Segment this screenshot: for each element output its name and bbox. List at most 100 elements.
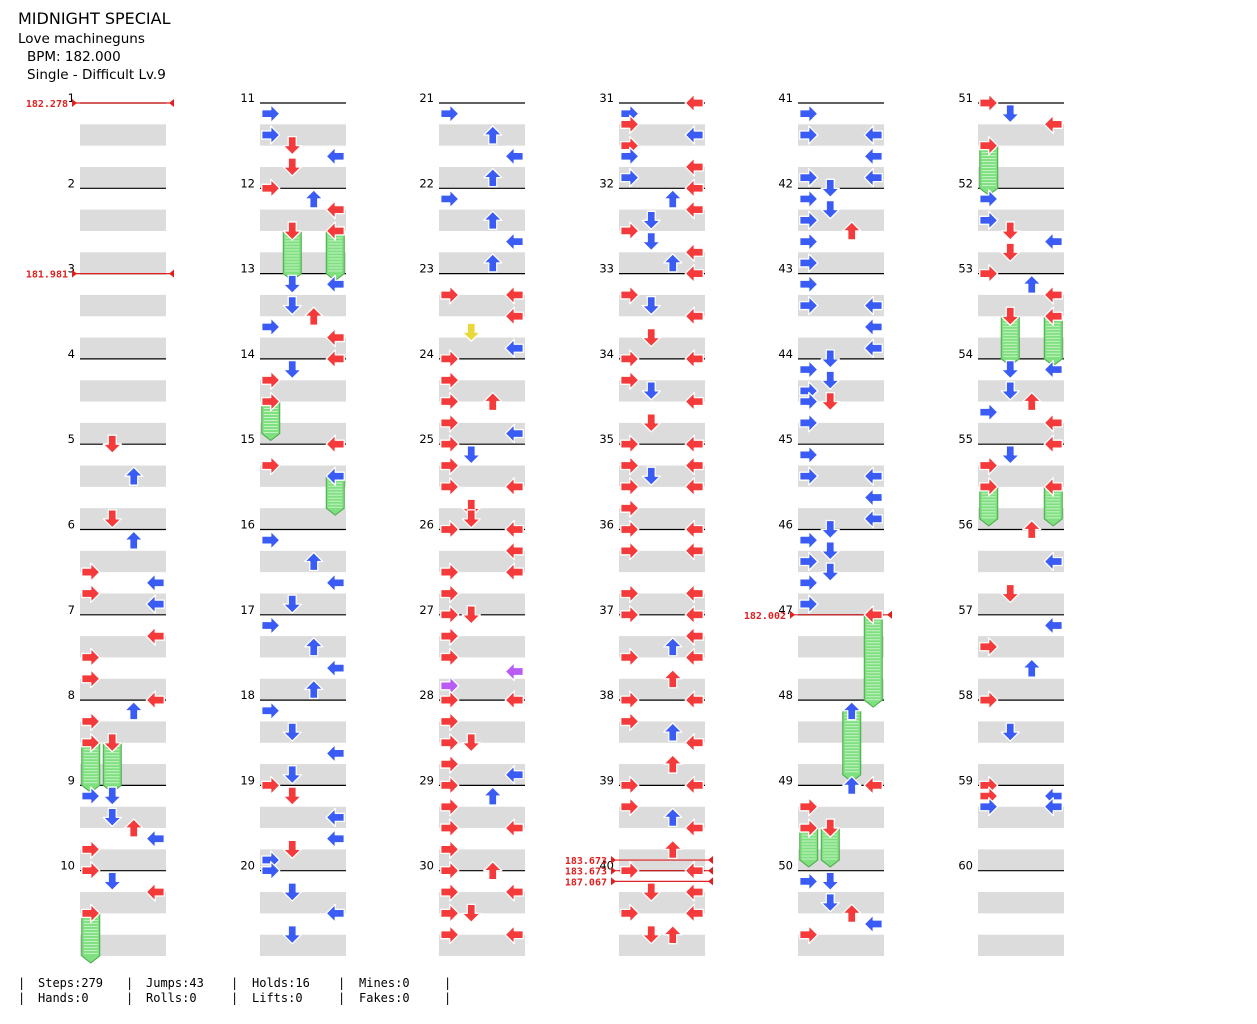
song-title: MIDNIGHT SPECIAL [18, 9, 171, 28]
beat-band [439, 764, 525, 786]
left-arrow [799, 466, 819, 486]
right-arrow [863, 338, 883, 358]
beat-band [439, 422, 525, 445]
beat-band [260, 636, 346, 658]
down-arrow [1000, 583, 1020, 604]
left-arrow [979, 189, 999, 209]
right-arrow [684, 818, 704, 838]
down-arrow [641, 381, 661, 401]
right-arrow [863, 317, 883, 337]
bpm-change-label: 182.002 [744, 611, 786, 622]
measure-number: 18 [240, 688, 255, 702]
beat-band [798, 124, 884, 146]
down-arrow [820, 391, 840, 412]
beat-band [978, 209, 1064, 231]
right-arrow [1043, 434, 1063, 454]
measure-number: 30 [419, 859, 434, 873]
right-arrow [325, 146, 345, 166]
left-arrow [261, 775, 281, 796]
right-arrow [504, 562, 524, 582]
down-arrow [1000, 381, 1020, 401]
left-arrow [440, 711, 460, 732]
right-arrow [504, 519, 524, 540]
measure-number: 36 [599, 518, 614, 532]
bpm-change-marker [611, 877, 616, 886]
beat-band [978, 166, 1064, 189]
left-arrow [261, 455, 281, 476]
beat-band [80, 593, 166, 615]
left-arrow [799, 551, 819, 572]
down-arrow [641, 882, 661, 902]
bpm-change-label: 183.673 [565, 867, 607, 878]
beat-band [439, 593, 525, 615]
left-arrow [81, 711, 101, 732]
left-arrow [261, 317, 281, 337]
beat-band [80, 252, 166, 274]
right-arrow [684, 903, 704, 923]
measure-number: 3 [68, 262, 75, 276]
stat-steps: Steps:279 [38, 976, 104, 990]
left-arrow [440, 882, 460, 902]
up-arrow [304, 679, 324, 700]
beat-band [260, 764, 346, 786]
beat-band [978, 422, 1064, 445]
left-arrow [620, 647, 640, 668]
left-arrow [979, 93, 999, 113]
left-arrow [440, 797, 460, 817]
bpm-change-label: 183.673 [565, 856, 607, 867]
left-arrow [440, 370, 460, 390]
up-arrow [842, 903, 862, 923]
down-arrow [282, 221, 302, 241]
hold-body [1043, 315, 1063, 367]
beat-band [439, 465, 525, 487]
beat-band [260, 721, 346, 743]
right-arrow [684, 605, 704, 625]
measure-number: 42 [778, 176, 793, 190]
measure-number: 2 [68, 176, 75, 190]
beat-band [80, 422, 166, 445]
beat-band [80, 934, 166, 956]
hold-body [81, 912, 101, 964]
left-arrow [440, 839, 460, 860]
beat-band [619, 252, 705, 274]
beat-band [619, 550, 705, 573]
measure-number: 5 [68, 432, 75, 446]
left-arrow [620, 541, 640, 561]
down-arrow [1000, 242, 1020, 262]
beat-band [260, 422, 346, 445]
left-arrow [440, 605, 460, 625]
beat-band [978, 294, 1064, 317]
measure-number: 52 [958, 176, 973, 190]
measure-number: 43 [778, 262, 793, 276]
down-arrow [1000, 359, 1020, 380]
right-arrow [684, 125, 704, 145]
beat-band [439, 636, 525, 658]
left-arrow [620, 285, 640, 305]
beat-band [439, 849, 525, 871]
beat-band [798, 294, 884, 317]
left-arrow [799, 445, 819, 465]
beat-band [260, 209, 346, 231]
left-arrow [979, 263, 999, 284]
beat-band [260, 380, 346, 402]
beat-band [619, 294, 705, 317]
up-arrow [663, 754, 683, 774]
beat-band [978, 252, 1064, 274]
left-arrow [799, 359, 819, 380]
left-arrow [261, 530, 281, 550]
left-arrow [440, 562, 460, 582]
right-arrow [684, 455, 704, 476]
left-arrow [440, 349, 460, 369]
beat-band [619, 764, 705, 786]
beat-band [80, 508, 166, 530]
right-arrow [684, 434, 704, 454]
left-arrow [620, 903, 640, 923]
left-arrow [440, 519, 460, 540]
right-arrow [684, 93, 704, 113]
right-arrow [504, 146, 524, 166]
right-arrow [684, 199, 704, 220]
measure-number: 17 [240, 603, 255, 617]
left-arrow [620, 519, 640, 540]
left-arrow [799, 925, 819, 945]
beat-band [260, 806, 346, 829]
